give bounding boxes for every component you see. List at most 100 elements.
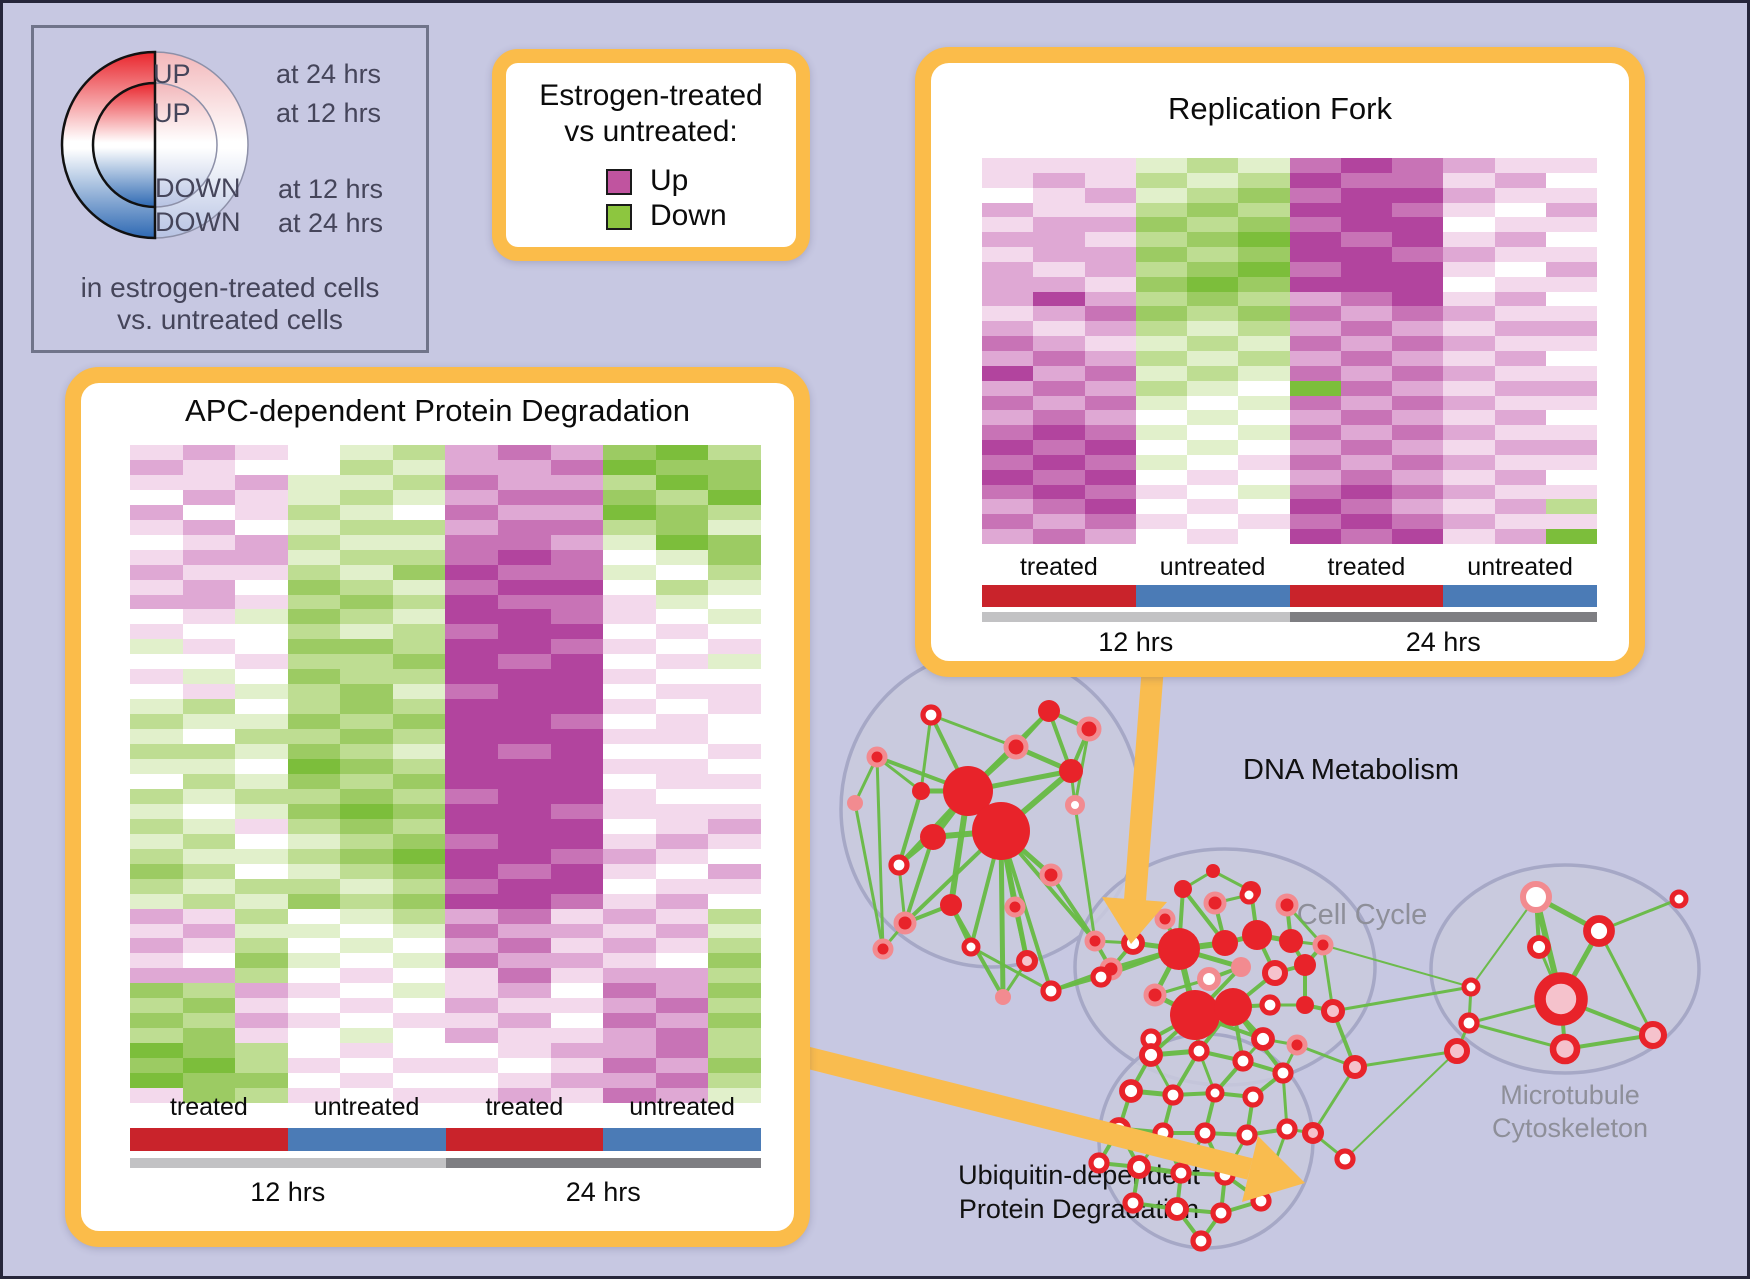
heatmap-cell bbox=[1340, 351, 1392, 366]
heatmap-cell bbox=[287, 938, 341, 954]
heatmap-cell bbox=[1033, 529, 1085, 544]
heatmap-cell bbox=[287, 684, 341, 700]
heatmap-cell bbox=[445, 564, 499, 580]
heatmap-cell bbox=[1084, 217, 1136, 233]
heatmap-cell bbox=[1494, 172, 1546, 188]
heatmap-cell bbox=[550, 1088, 604, 1103]
network-node bbox=[1212, 930, 1238, 956]
heatmap-cell bbox=[655, 893, 709, 909]
heatmap-cell bbox=[182, 445, 236, 460]
network-node bbox=[1276, 1118, 1298, 1140]
heatmap-cell bbox=[287, 519, 341, 535]
heatmap-cell bbox=[392, 654, 446, 670]
heatmap-cell bbox=[340, 863, 393, 879]
heatmap-cell bbox=[287, 773, 341, 789]
heatmap-cell bbox=[498, 938, 551, 954]
heatmap-cell bbox=[1494, 291, 1546, 307]
heatmap-cell bbox=[708, 1058, 761, 1074]
heatmap-cell bbox=[1135, 232, 1187, 248]
heatmap-cell bbox=[982, 380, 1034, 396]
heatmap-cell bbox=[1135, 187, 1187, 203]
heatmap-cell bbox=[392, 729, 446, 745]
heatmap-cell bbox=[130, 863, 183, 879]
heatmap-cell bbox=[1392, 380, 1444, 396]
heatmap-cell bbox=[982, 172, 1034, 188]
heatmap-cell bbox=[182, 1013, 236, 1029]
heatmap-cell bbox=[550, 624, 604, 640]
network-node bbox=[1214, 988, 1252, 1026]
heatmap-cell bbox=[1084, 440, 1136, 455]
network-edge bbox=[1597, 929, 1655, 1037]
heatmap-cell bbox=[130, 624, 183, 640]
heatmap-cell bbox=[1289, 529, 1341, 544]
network-diagram: DNA Metabolism Cell Cycle MicrotubuleCytos… bbox=[802, 649, 1701, 1252]
heatmap-cell bbox=[982, 514, 1034, 530]
heatmap-cell bbox=[1494, 202, 1546, 218]
heatmap-cell bbox=[1135, 217, 1187, 233]
heatmap-cell bbox=[550, 1058, 604, 1074]
heatmap-cell bbox=[130, 803, 183, 819]
heatmap-cell bbox=[392, 998, 446, 1014]
heatmap-cell bbox=[445, 744, 499, 760]
heatmap-cell bbox=[1135, 454, 1187, 470]
heatmap-cell bbox=[130, 998, 183, 1014]
heatmap-cell bbox=[1238, 440, 1290, 455]
heatmap-cell bbox=[1545, 499, 1597, 515]
time-label: 24 hrs bbox=[1405, 627, 1481, 657]
heatmap-cell bbox=[130, 818, 183, 834]
heatmap-cell bbox=[287, 923, 341, 939]
heatmap-cell bbox=[130, 729, 183, 745]
heatmap-cell bbox=[708, 863, 761, 879]
network-node bbox=[1458, 1012, 1480, 1034]
heatmap-cell bbox=[392, 669, 446, 685]
heatmap-cell bbox=[603, 639, 656, 655]
heatmap-cell bbox=[182, 893, 236, 909]
heatmap-cell bbox=[130, 1058, 183, 1074]
heatmap-cell bbox=[1135, 529, 1187, 544]
heatmap-cell bbox=[655, 714, 709, 730]
heatmap-cell bbox=[655, 923, 709, 939]
heatmap-cell bbox=[1238, 365, 1290, 381]
heatmap-cell bbox=[708, 474, 761, 490]
heatmap-cell bbox=[287, 1028, 341, 1044]
heatmap-cell bbox=[445, 714, 499, 730]
heatmap-cell bbox=[287, 788, 341, 804]
network-node bbox=[1003, 734, 1029, 760]
heatmap-cell bbox=[182, 624, 236, 640]
heatmap-cell bbox=[1033, 158, 1085, 173]
network-node bbox=[943, 766, 993, 816]
heatmap-cell bbox=[1033, 261, 1085, 277]
heatmap-cell bbox=[392, 893, 446, 909]
heatmap-cell bbox=[708, 609, 761, 625]
heatmap-cell bbox=[1084, 351, 1136, 366]
heatmap-cell bbox=[1494, 321, 1546, 337]
heatmap-cell bbox=[498, 684, 551, 700]
heatmap-cell bbox=[1545, 321, 1597, 337]
untreated-bar-segment bbox=[603, 1128, 761, 1151]
heatmap-cell bbox=[1187, 336, 1239, 351]
heatmap-cell bbox=[1545, 261, 1597, 277]
heatmap-cell bbox=[235, 624, 288, 640]
heatmap-cell bbox=[1135, 276, 1187, 292]
heatmap-cell bbox=[550, 938, 604, 954]
up-outer-label: UP bbox=[153, 59, 191, 89]
heatmap-cell bbox=[235, 759, 288, 774]
heatmap-cell bbox=[1545, 291, 1597, 307]
heatmap-cell bbox=[982, 291, 1034, 307]
heatmap-cell bbox=[1340, 454, 1392, 470]
heatmap-cell bbox=[1494, 440, 1546, 455]
heatmap-cell bbox=[603, 624, 656, 640]
heatmap-cell bbox=[287, 833, 341, 849]
heatmap-cell bbox=[340, 1043, 393, 1059]
cluster-label: Protein Degradation bbox=[959, 1194, 1199, 1224]
time-bar-segment bbox=[1289, 612, 1597, 622]
heatmap-cell bbox=[1443, 469, 1495, 485]
heatmap-cell bbox=[182, 1088, 236, 1103]
heatmap-cell bbox=[550, 818, 604, 834]
heatmap-cell bbox=[1084, 158, 1136, 173]
heatmap-cell bbox=[550, 564, 604, 580]
heatmap-cell bbox=[340, 564, 393, 580]
heatmap-cell bbox=[498, 1073, 551, 1089]
network-edge bbox=[1344, 1050, 1458, 1160]
heatmap-cell bbox=[1187, 187, 1239, 203]
